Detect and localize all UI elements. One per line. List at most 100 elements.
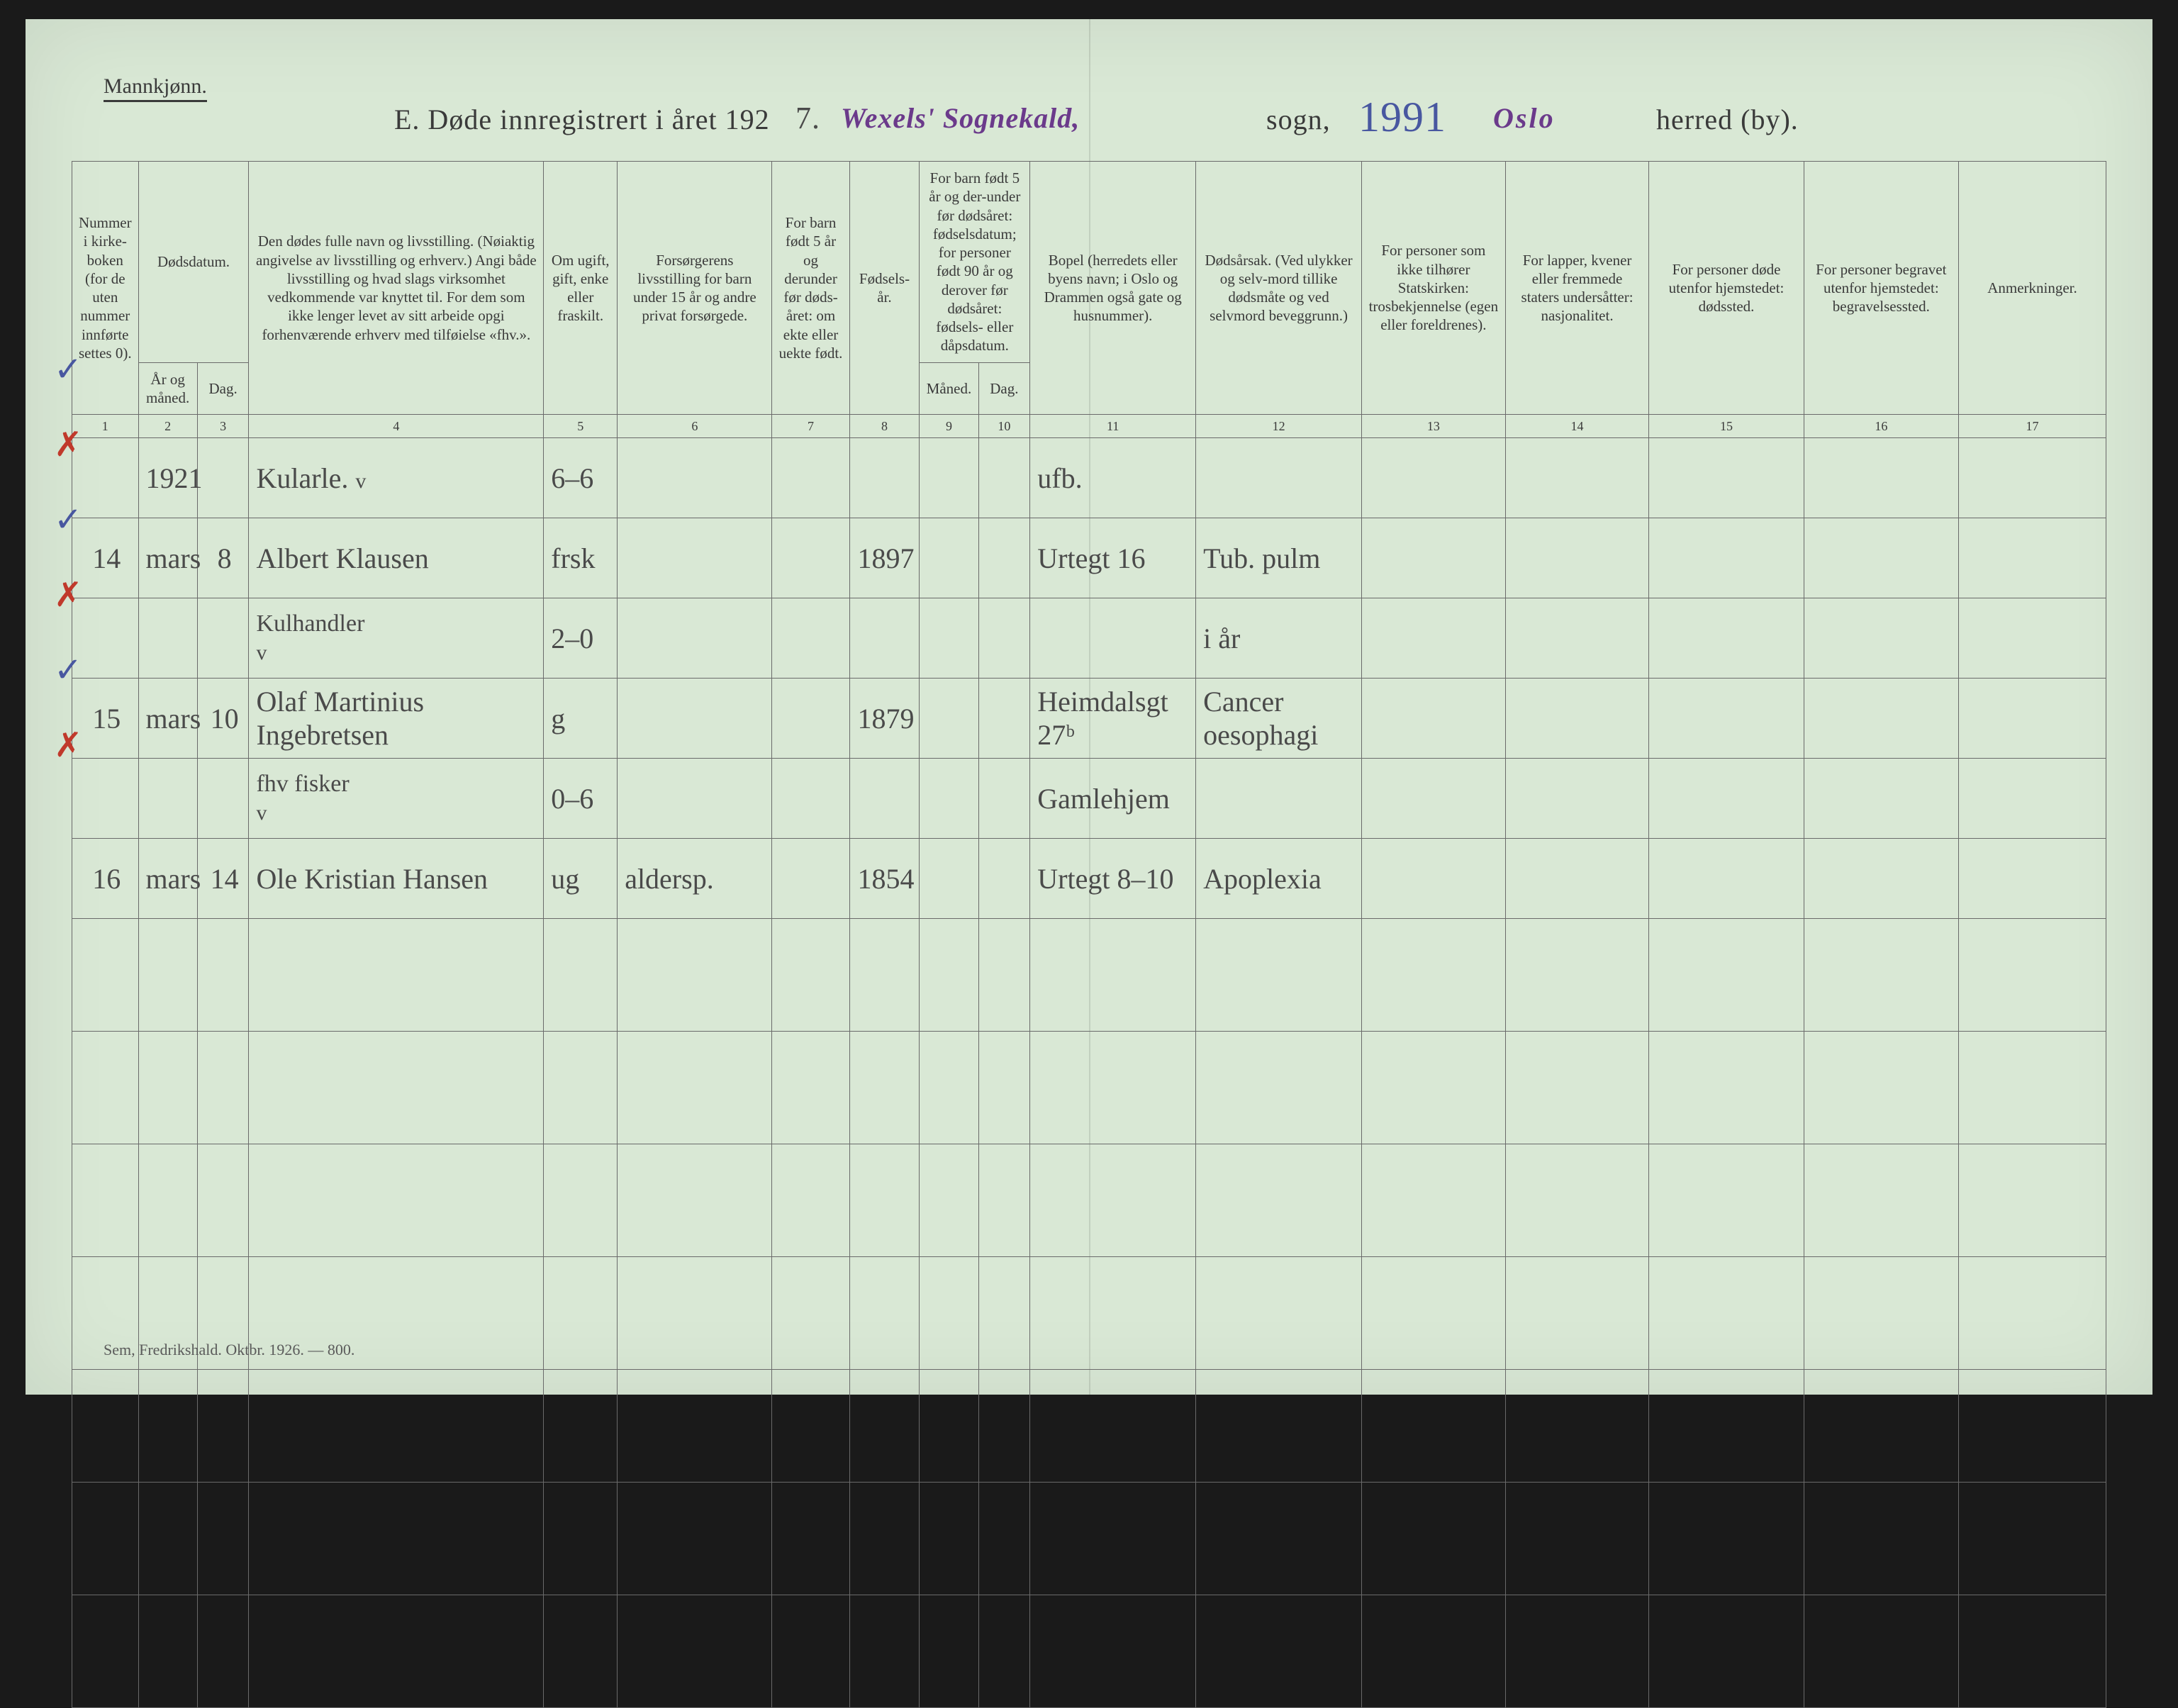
cell <box>849 598 920 679</box>
cell <box>1362 759 1506 839</box>
cell: fhv fisker v <box>249 759 544 839</box>
cell <box>772 1483 849 1595</box>
cell <box>1505 839 1649 919</box>
cell <box>1196 759 1362 839</box>
cell: Urtegt 8–10 <box>1030 839 1196 919</box>
column-number: 11 <box>1030 415 1196 438</box>
cell <box>920 919 978 1032</box>
cell <box>772 1144 849 1257</box>
cell <box>1505 679 1649 759</box>
cell <box>1196 1483 1362 1595</box>
table-row <box>72 1032 2106 1144</box>
cell <box>1505 1483 1649 1595</box>
cell <box>1804 518 1958 598</box>
cell <box>1804 759 1958 839</box>
cell <box>1196 1144 1362 1257</box>
cell <box>1649 1257 1804 1370</box>
cell <box>1505 759 1649 839</box>
margin-mark: ✗ <box>54 425 82 464</box>
table-row: 1921Kularle. v6–6ufb. <box>72 438 2106 518</box>
column-number: 8 <box>849 415 920 438</box>
cell <box>1804 1595 1958 1708</box>
cell <box>1196 1257 1362 1370</box>
cell: ufb. <box>1030 438 1196 518</box>
cell <box>138 1144 197 1257</box>
cell <box>772 1032 849 1144</box>
cell: Olaf Martinius Ingebretsen <box>249 679 544 759</box>
cell <box>197 759 249 839</box>
cell <box>1362 438 1506 518</box>
cell <box>1505 438 1649 518</box>
cell <box>1649 759 1804 839</box>
cell: 1879 <box>849 679 920 759</box>
column-header: For personer som ikke tilhører Statskirk… <box>1362 162 1506 415</box>
cell <box>978 1483 1030 1595</box>
table-row <box>72 1144 2106 1257</box>
cell <box>197 1595 249 1708</box>
cell <box>138 1032 197 1144</box>
cell <box>1649 438 1804 518</box>
column-number: 15 <box>1649 415 1804 438</box>
cell <box>920 518 978 598</box>
table-row <box>72 919 2106 1032</box>
cell: mars <box>138 679 197 759</box>
margin-mark: ✓ <box>54 500 82 540</box>
cell <box>138 919 197 1032</box>
cell <box>1030 1144 1196 1257</box>
cell <box>249 1032 544 1144</box>
cell <box>978 1144 1030 1257</box>
cell <box>1505 518 1649 598</box>
margin-mark: ✗ <box>54 725 82 765</box>
cell <box>849 1595 920 1708</box>
cell <box>1196 1595 1362 1708</box>
cell <box>544 1032 618 1144</box>
cell <box>197 598 249 679</box>
cell: Albert Klausen <box>249 518 544 598</box>
cell <box>1804 598 1958 679</box>
column-number: 14 <box>1505 415 1649 438</box>
column-header: Dødsårsak. (Ved ulykker og selv-mord til… <box>1196 162 1362 415</box>
cell: mars <box>138 518 197 598</box>
cell <box>920 1257 978 1370</box>
column-header: Om ugift, gift, enke eller fraskilt. <box>544 162 618 415</box>
register-table-wrap: Nummer i kirke-boken (for de uten nummer… <box>72 161 2106 1708</box>
cell <box>1649 518 1804 598</box>
cell <box>138 1595 197 1708</box>
column-number: 16 <box>1804 415 1958 438</box>
cell <box>249 1595 544 1708</box>
column-header: For lapper, kvener eller fremmede stater… <box>1505 162 1649 415</box>
cell <box>618 1595 772 1708</box>
cell <box>72 919 139 1032</box>
cell <box>849 1144 920 1257</box>
cell <box>618 438 772 518</box>
cell: 1854 <box>849 839 920 919</box>
cell <box>618 1144 772 1257</box>
column-number: 13 <box>1362 415 1506 438</box>
column-header: For barn født 5 år og der-under før døds… <box>920 162 1030 363</box>
column-header: Dag. <box>197 362 249 415</box>
title-year-digit: 7. <box>795 100 820 136</box>
cell <box>72 1370 139 1483</box>
cell <box>1362 1370 1506 1483</box>
title-prefix: E. Døde innregistrert i året 192 <box>394 103 770 136</box>
cell <box>72 759 139 839</box>
cell <box>920 1483 978 1595</box>
cell <box>197 438 249 518</box>
cell <box>1649 919 1804 1032</box>
cell <box>920 1032 978 1144</box>
cell: 10 <box>197 679 249 759</box>
cell <box>978 1257 1030 1370</box>
cell <box>1958 1257 2106 1370</box>
cell <box>249 1370 544 1483</box>
cell <box>1196 1032 1362 1144</box>
cell <box>1362 679 1506 759</box>
column-header: Dødsdatum. <box>138 162 249 363</box>
cell <box>1030 1483 1196 1595</box>
cell <box>618 1370 772 1483</box>
cell <box>72 1483 139 1595</box>
cell <box>849 1370 920 1483</box>
cell <box>618 1483 772 1595</box>
cell: Tub. pulm <box>1196 518 1362 598</box>
cell: mars <box>138 839 197 919</box>
cell <box>1958 759 2106 839</box>
